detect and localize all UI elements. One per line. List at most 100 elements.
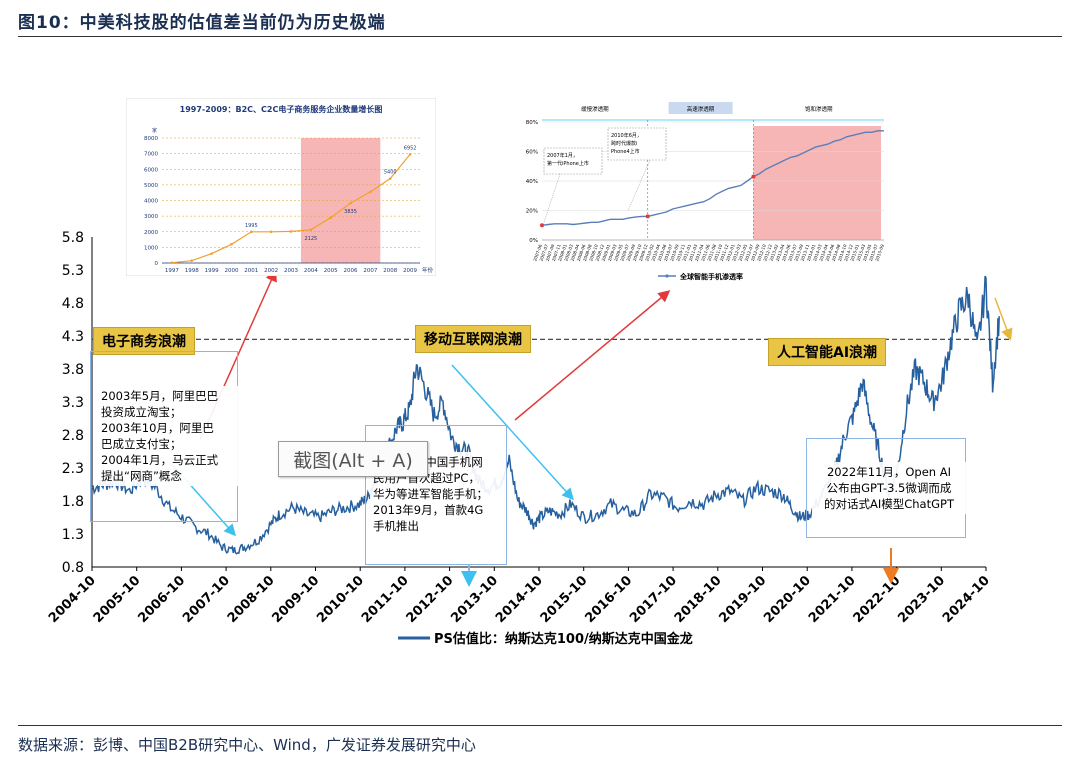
source-rule (18, 725, 1062, 726)
inset2-annotation1-line2: 第一代iPhone上市 (547, 160, 589, 167)
inset2-x-tick-label: 2014-10 (837, 243, 848, 261)
inset1-x-tick-label: 2005 (324, 268, 338, 274)
inset1-y-tick-label: 6000 (144, 167, 158, 173)
source-note: 数据来源：彭博、中国B2B研究中心、Wind，广发证券发展研究中心 (18, 736, 476, 754)
inset2-x-tick-label: 2009-05 (613, 243, 624, 261)
inset1-point (250, 230, 253, 234)
inset1-data-label: 1995 (245, 223, 258, 229)
inset1-point (309, 228, 313, 232)
inset2-x-tick-label: 2014-12 (843, 243, 854, 261)
ecommerce-wave-label: 电子商务浪潮 (93, 327, 195, 355)
inset1-y-tick-label: 8000 (144, 136, 158, 142)
inset2-legend-dot (665, 274, 669, 278)
inset2-x-tick-label: 2008-08 (582, 243, 593, 261)
x-tick-label: 2024-10 (940, 573, 993, 626)
inset1-x-tick-label: 1997 (165, 268, 179, 274)
inset2-x-tick-label: 2010-09 (669, 243, 680, 261)
inset2-x-tick-label: 2012-07 (744, 243, 755, 261)
arrow-ai-trend (994, 297, 1013, 341)
x-tick-label: 2016-10 (582, 573, 635, 626)
x-tick-label: 2018-10 (672, 573, 725, 626)
inset2-phase-label: 高速渗透期 (687, 105, 715, 113)
inset2-y-tick-label: 0% (529, 238, 538, 244)
inset1-y-tick-label: 5000 (144, 183, 158, 189)
inset2-x-tick-label: 2007-11 (551, 243, 562, 261)
x-tick-label: 2004-10 (46, 573, 99, 626)
inset1-x-tick-label: 2004 (304, 268, 318, 274)
inset2-x-tick-label: 2009-07 (619, 243, 630, 261)
inset2-x-tick-label: 2010-11 (675, 243, 686, 261)
inset2-x-tick-label: 2007-06 (532, 243, 543, 261)
inset2-annotation1-leader (543, 173, 561, 223)
inset2-x-tick-label: 2015-01 (849, 243, 860, 261)
inset2-annotation1-line1: 2007年1月， (547, 152, 578, 159)
inset2-x-tick-label: 2010-07 (663, 243, 674, 261)
ecommerce-note: 2003年5月，阿里巴巴 投资成立淘宝； 2003年10月，阿里巴 巴成立支付宝… (98, 386, 238, 486)
inset2-x-tick-label: 2011-06 (700, 243, 711, 261)
inset2-annotation2-leader (627, 159, 651, 212)
inset2-x-tick-label: 2007-07 (538, 243, 549, 261)
inset1-xlabel: 年份 (422, 266, 434, 274)
inset1-point (369, 190, 372, 194)
inset2-x-tick-label: 2013-02 (769, 243, 780, 261)
inset2-x-tick-label: 2010-04 (650, 243, 661, 261)
inset1-x-tick-label: 2001 (244, 268, 258, 274)
y-tick-label: 4.3 (62, 329, 84, 345)
mobile-wave-label: 移动互联网浪潮 (415, 325, 531, 353)
screenshot-shortcut-tooltip: 截图(Alt + A) (278, 441, 428, 477)
inset1-y-tick-label: 4000 (144, 199, 158, 205)
inset2-annotation2-box (607, 127, 667, 161)
mobile-frame (365, 425, 507, 565)
inset1-y-tick-label: 7000 (144, 152, 158, 158)
inset2-annotation1-box (543, 147, 603, 175)
inset1-point (329, 216, 332, 219)
inset2-highlight (753, 126, 881, 240)
inset2-x-tick-label: 2015-03 (856, 243, 867, 261)
inset2-y-tick-label: 80% (526, 120, 538, 126)
inset2-x-tick-label: 2014-08 (831, 243, 842, 261)
inset2-x-tick-label: 2013-07 (787, 243, 798, 261)
inset1-y-tick-label: 2000 (144, 230, 158, 236)
inset2-x-tick-label: 2011-01 (681, 243, 692, 261)
x-tick-label: 2011-10 (359, 573, 412, 626)
inset1-point (388, 177, 392, 180)
title-rule (18, 36, 1062, 37)
inset2-x-tick-label: 2010-02 (644, 243, 655, 261)
inset1-data-label: 3835 (344, 209, 357, 215)
inset1-point (230, 242, 233, 246)
x-tick-label: 2006-10 (135, 573, 188, 626)
inset2-key-point (751, 174, 756, 179)
inset1-point (210, 252, 213, 255)
inset2-phase-label: 缓慢渗透期 (581, 105, 609, 113)
y-tick-label: 4.8 (62, 296, 84, 312)
x-tick-label: 2022-10 (851, 573, 904, 626)
x-tick-label: 2007-10 (180, 573, 233, 626)
inset2-y-tick-label: 60% (526, 150, 538, 156)
inset2-x-tick-label: 2008-01 (557, 243, 568, 261)
inset1-x-tick-label: 2007 (363, 268, 377, 274)
x-tick-label: 2009-10 (270, 573, 323, 626)
inset2-x-tick-label: 2009-03 (607, 243, 618, 261)
y-tick-label: 3.3 (62, 395, 84, 411)
inset1-point (408, 153, 412, 156)
inset2-x-tick-label: 2008-03 (563, 243, 574, 261)
ai-note: 2022年11月，Open AI 公布由GPT-3.5微调而成 的对话式AI模型… (812, 462, 966, 514)
inset1-background (126, 98, 436, 276)
inset1-point (289, 230, 293, 233)
inset2-x-tick-label: 2013-11 (800, 243, 811, 261)
inset2-key-point (540, 223, 544, 228)
arrow-mobile-decline (451, 364, 575, 501)
inset2-x-tick-label: 2011-10 (713, 243, 724, 261)
inset2-legend-label: 全球智能手机渗透率 (679, 272, 743, 281)
inset2-x-tick-label: 2012-10 (756, 243, 767, 261)
inset1-x-tick-label: 1998 (185, 268, 199, 274)
y-tick-label: 1.8 (62, 494, 84, 510)
inset2-x-tick-label: 2015-05 (862, 243, 873, 261)
inset2-x-tick-label: 2011-04 (694, 243, 705, 261)
ai-wave-label: 人工智能AI浪潮 (768, 338, 887, 366)
x-tick-label: 2012-10 (404, 573, 457, 626)
inset1-point (190, 259, 194, 262)
inset2-annotation2-line3: Phone4上市 (611, 148, 640, 155)
